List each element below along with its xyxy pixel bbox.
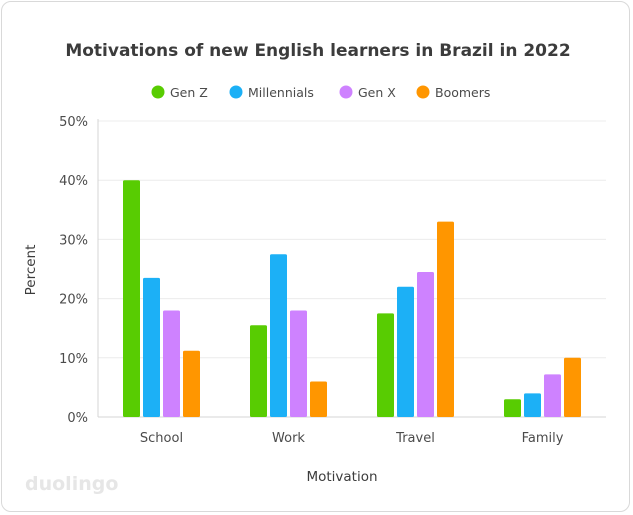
bar [544,374,561,417]
bar [397,286,414,417]
x-axis-title: Motivation [306,469,377,485]
y-tick-label: 50% [59,115,88,130]
grid [97,119,606,418]
bar [143,277,160,417]
bar [123,180,140,417]
bar [310,381,327,417]
bar [377,313,394,417]
legend: Gen Z Millennials Gen X Boomers [151,85,490,100]
x-tick-label: Work [272,431,305,446]
x-axis: School Work Travel Family [140,431,564,446]
bar [417,271,434,417]
y-axis: 0% 10% 20% 30% 40% 50% [59,115,88,426]
x-tick-label: Family [522,431,564,446]
bar [524,393,541,417]
legend-swatch [339,85,353,99]
legend-item: Gen X [339,85,396,100]
legend-item: Boomers [416,85,490,100]
y-axis-title: Percent [23,245,39,296]
legend-swatch [229,85,243,99]
duolingo-logo: duolingo [25,473,118,495]
bar [183,350,200,417]
bar [250,325,267,417]
chart-title: Motivations of new English learners in B… [65,41,570,61]
bar [504,399,521,417]
legend-swatch [151,85,165,99]
y-tick-label: 30% [59,233,88,248]
legend-item: Millennials [229,85,314,100]
legend-label: Millennials [248,85,314,100]
bar [270,254,287,417]
x-tick-label: Travel [395,431,435,446]
legend-label: Gen Z [170,85,208,100]
legend-label: Gen X [358,85,396,100]
y-tick-label: 40% [59,174,88,189]
y-tick-label: 0% [67,411,88,426]
bars [123,180,581,417]
legend-label: Boomers [435,85,490,100]
x-tick-label: School [140,431,183,446]
bar [163,310,180,417]
bar [437,221,454,417]
legend-swatch [416,85,430,99]
legend-item: Gen Z [151,85,208,100]
y-tick-label: 10% [59,352,88,367]
bar [564,357,581,417]
y-tick-label: 20% [59,293,88,308]
bar [290,310,307,417]
